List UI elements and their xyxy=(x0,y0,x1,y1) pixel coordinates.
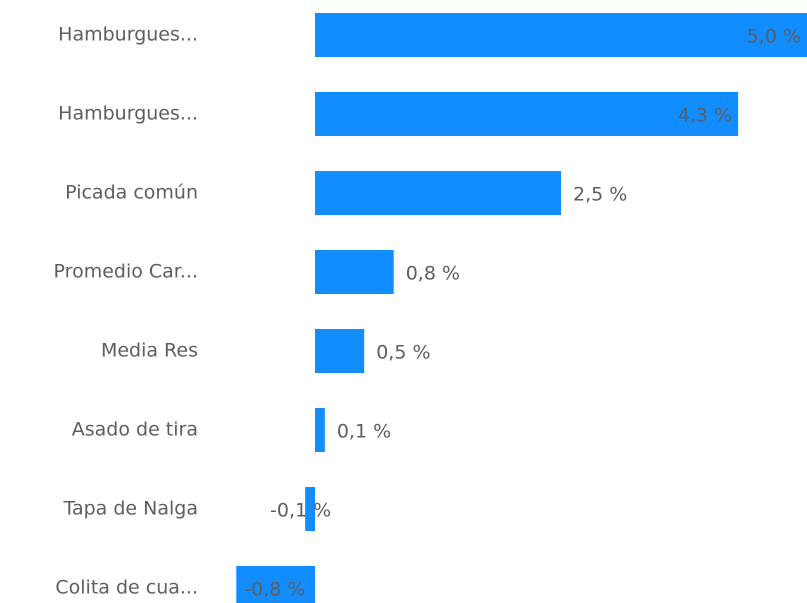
bar xyxy=(305,487,315,531)
bar xyxy=(236,566,315,603)
category-label: Hamburgues... xyxy=(58,24,198,46)
value-label: 2,5 % xyxy=(573,184,627,206)
value-label: 0,8 % xyxy=(406,263,460,285)
value-label: -0,8 % xyxy=(244,579,305,601)
bar xyxy=(315,171,561,215)
category-label: Media Res xyxy=(101,340,198,362)
category-label: Promedio Car... xyxy=(54,261,198,283)
category-label: Picada común xyxy=(65,182,198,204)
category-label: Tapa de Nalga xyxy=(63,498,198,520)
bar xyxy=(315,92,739,136)
category-label: Asado de tira xyxy=(72,419,198,441)
bar xyxy=(315,329,365,373)
value-label: 5,0 % xyxy=(747,26,801,48)
category-label: Colita de cua... xyxy=(55,577,198,599)
value-label: 0,5 % xyxy=(376,342,430,364)
value-label: 4,3 % xyxy=(678,105,732,127)
bar xyxy=(315,13,807,57)
bar xyxy=(315,250,394,294)
category-label: Hamburgues... xyxy=(58,103,198,125)
value-label: -0,1 % xyxy=(270,500,331,522)
bar xyxy=(315,408,325,452)
value-label: 0,1 % xyxy=(337,421,391,443)
